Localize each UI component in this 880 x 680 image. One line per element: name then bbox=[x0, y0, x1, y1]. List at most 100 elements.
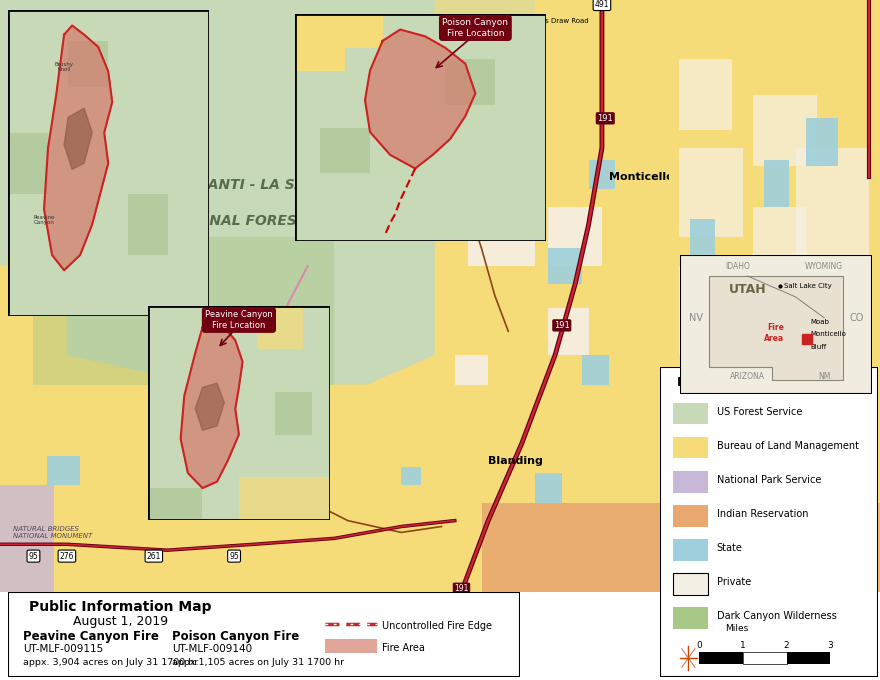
Polygon shape bbox=[195, 383, 224, 430]
Text: UTAH: UTAH bbox=[729, 284, 766, 296]
Polygon shape bbox=[239, 477, 330, 520]
Text: Loop/Harts Draw Road: Loop/Harts Draw Road bbox=[511, 18, 589, 24]
Polygon shape bbox=[320, 128, 370, 173]
Polygon shape bbox=[257, 306, 303, 349]
Bar bbox=[787, 652, 830, 664]
Text: State: State bbox=[716, 543, 743, 554]
Text: appx.1,105 acres on July 31 1700 hr: appx.1,105 acres on July 31 1700 hr bbox=[172, 658, 344, 667]
Bar bbox=[535, 473, 561, 503]
Text: NM: NM bbox=[818, 372, 831, 381]
Bar bbox=[743, 652, 787, 664]
Text: appx. 3,904 acres on July 31 1700 hr: appx. 3,904 acres on July 31 1700 hr bbox=[23, 658, 199, 667]
Bar bbox=[700, 652, 743, 664]
Bar bbox=[679, 148, 743, 237]
Text: 191: 191 bbox=[454, 584, 469, 593]
Bar bbox=[669, 503, 880, 592]
Polygon shape bbox=[67, 0, 435, 384]
Text: Public Information Map: Public Information Map bbox=[29, 600, 212, 614]
Text: US Forest Service: US Forest Service bbox=[716, 407, 802, 417]
Bar bbox=[690, 219, 715, 267]
Text: 1: 1 bbox=[740, 641, 746, 650]
Bar bbox=[33, 278, 74, 307]
Text: Moab: Moab bbox=[810, 319, 830, 325]
Bar bbox=[295, 14, 383, 48]
Text: Salt Lake City: Salt Lake City bbox=[784, 283, 832, 289]
Bar bbox=[0, 384, 669, 592]
Text: Miles: Miles bbox=[725, 624, 749, 633]
Text: 0: 0 bbox=[696, 641, 702, 650]
Text: UT-MLF-009115: UT-MLF-009115 bbox=[23, 645, 104, 654]
Polygon shape bbox=[445, 59, 495, 105]
Text: 191: 191 bbox=[598, 114, 613, 123]
Text: Land Owner: Land Owner bbox=[678, 377, 762, 390]
Text: NATIONAL FOREST: NATIONAL FOREST bbox=[162, 214, 306, 228]
Text: Poison Canyon Fire: Poison Canyon Fire bbox=[172, 630, 299, 643]
Bar bbox=[673, 403, 708, 424]
Polygon shape bbox=[365, 29, 475, 169]
Text: Peavine
Canyon: Peavine Canyon bbox=[33, 215, 55, 225]
Text: Fire
Area: Fire Area bbox=[764, 324, 784, 343]
Text: Bluff: Bluff bbox=[810, 344, 827, 350]
Bar bbox=[753, 95, 817, 166]
Text: 95: 95 bbox=[28, 551, 39, 560]
Bar bbox=[673, 573, 708, 594]
Bar bbox=[796, 284, 869, 355]
Bar bbox=[548, 248, 582, 284]
Polygon shape bbox=[0, 0, 67, 267]
Text: 2: 2 bbox=[784, 641, 789, 650]
Polygon shape bbox=[68, 41, 108, 86]
Text: UT-MLF-009140: UT-MLF-009140 bbox=[172, 645, 252, 654]
Bar bbox=[679, 266, 722, 355]
Text: 276: 276 bbox=[60, 551, 74, 560]
Bar bbox=[295, 14, 345, 71]
Text: 3: 3 bbox=[827, 641, 833, 650]
Bar bbox=[673, 539, 708, 560]
Text: 95: 95 bbox=[229, 551, 239, 560]
Bar bbox=[679, 59, 732, 130]
Polygon shape bbox=[33, 237, 334, 384]
Bar bbox=[743, 284, 785, 355]
Bar bbox=[753, 207, 806, 267]
Text: Fire Area: Fire Area bbox=[382, 643, 425, 653]
Text: Bureau of Land Management: Bureau of Land Management bbox=[716, 441, 859, 451]
Text: Monticello: Monticello bbox=[609, 173, 673, 182]
Bar bbox=[673, 505, 708, 526]
Text: Brushy
Knoll: Brushy Knoll bbox=[55, 62, 74, 72]
Bar bbox=[326, 639, 377, 653]
Text: 191: 191 bbox=[554, 321, 569, 330]
Bar bbox=[481, 503, 669, 592]
Bar bbox=[582, 355, 609, 384]
Text: Monticello: Monticello bbox=[810, 331, 847, 337]
Text: National Park Service: National Park Service bbox=[716, 475, 821, 485]
Text: Indian Reservation: Indian Reservation bbox=[716, 509, 808, 519]
Polygon shape bbox=[64, 108, 92, 169]
Polygon shape bbox=[8, 133, 48, 194]
Bar bbox=[796, 148, 869, 267]
Bar bbox=[673, 607, 708, 628]
Bar bbox=[47, 456, 80, 485]
Text: IDAHO: IDAHO bbox=[725, 262, 751, 271]
Text: 261: 261 bbox=[147, 551, 161, 560]
Text: CO: CO bbox=[849, 313, 864, 323]
Polygon shape bbox=[148, 488, 202, 520]
Text: WYOMING: WYOMING bbox=[805, 262, 843, 271]
Bar bbox=[589, 160, 615, 189]
Text: NATURAL BRIDGES
NATIONAL MONUMENT: NATURAL BRIDGES NATIONAL MONUMENT bbox=[13, 526, 92, 539]
Bar bbox=[481, 148, 528, 189]
Text: Uncontrolled Fire Edge: Uncontrolled Fire Edge bbox=[382, 622, 492, 631]
Bar bbox=[401, 467, 422, 485]
Text: Peavine Canyon
Fire Location: Peavine Canyon Fire Location bbox=[205, 310, 273, 330]
Bar bbox=[548, 207, 602, 267]
Text: DARK CANYON
WILDERNESS: DARK CANYON WILDERNESS bbox=[107, 276, 187, 298]
Bar bbox=[468, 219, 535, 267]
Bar bbox=[455, 355, 488, 384]
Text: MANTI - LA SAL: MANTI - LA SAL bbox=[194, 178, 314, 192]
Text: Blanding: Blanding bbox=[488, 456, 543, 466]
Bar bbox=[764, 160, 789, 207]
Polygon shape bbox=[435, 0, 535, 237]
Polygon shape bbox=[0, 485, 54, 592]
Text: ARIZONA: ARIZONA bbox=[730, 372, 765, 381]
Polygon shape bbox=[709, 276, 843, 381]
Text: Dark Canyon Wilderness: Dark Canyon Wilderness bbox=[716, 611, 837, 622]
Bar bbox=[817, 272, 842, 307]
